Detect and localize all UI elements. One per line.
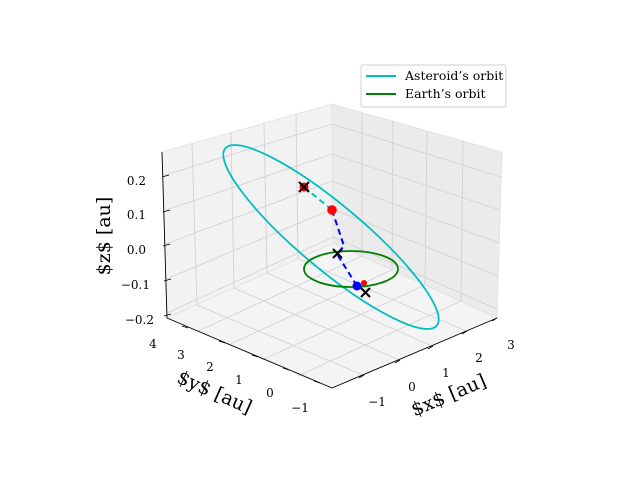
cross-marker — [332, 248, 343, 259]
y-tick-label: 0 — [266, 386, 274, 400]
x-tick-label: 3 — [507, 338, 515, 352]
red-point-marker — [361, 280, 367, 286]
z-tick-label: 0.0 — [127, 243, 146, 257]
y-axis-line — [166, 317, 333, 389]
z-axis-line — [161, 151, 168, 319]
asteroid-dashed-path — [303, 186, 333, 211]
z-tick-label: 0.2 — [127, 174, 146, 188]
earth-orbit-line — [303, 250, 399, 288]
x-tick-labels: −1 0 1 2 3 — [368, 338, 515, 409]
z-axis-label: $z$ [au] — [93, 197, 115, 276]
cross-marker — [298, 181, 310, 193]
z-tick-label: −0.1 — [121, 278, 150, 292]
y-tick-label: 2 — [206, 360, 214, 374]
earth-orbit-series — [303, 250, 399, 288]
legend-earth-label: Earth’s orbit — [405, 86, 486, 101]
z-tick-labels: 0.2 0.1 0.0 −0.1 −0.2 — [121, 174, 154, 327]
markers — [298, 181, 371, 298]
asteroid-orbit-series — [222, 144, 440, 330]
y-axis-label: $y$ [au] — [174, 366, 255, 418]
panes — [161, 103, 503, 389]
blue-point-marker — [352, 281, 362, 291]
x-tick-label: 2 — [475, 351, 483, 365]
x-tick-label: 0 — [408, 380, 416, 394]
x-axis-line — [331, 317, 498, 389]
red-point-marker — [327, 205, 337, 215]
asteroid-orbit-line — [222, 144, 440, 330]
cross-marker — [360, 287, 371, 298]
y-tick-label: 1 — [235, 373, 243, 387]
y-tick-labels: 4 3 2 1 0 −1 — [149, 337, 309, 415]
y-tick-label: 4 — [149, 337, 157, 351]
legend-box — [360, 64, 507, 108]
x-tick-label: −1 — [368, 395, 386, 409]
y-tick-label: −1 — [291, 401, 309, 415]
y-tick-label: 3 — [177, 348, 185, 362]
legend: Asteroid’s orbit Earth’s orbit — [360, 64, 507, 108]
axes — [161, 151, 498, 389]
legend-asteroid-label: Asteroid’s orbit — [404, 68, 503, 83]
z-tick-label: 0.1 — [127, 208, 146, 222]
x-tick-label: 1 — [442, 366, 450, 380]
z-tick-label: −0.2 — [125, 313, 154, 327]
